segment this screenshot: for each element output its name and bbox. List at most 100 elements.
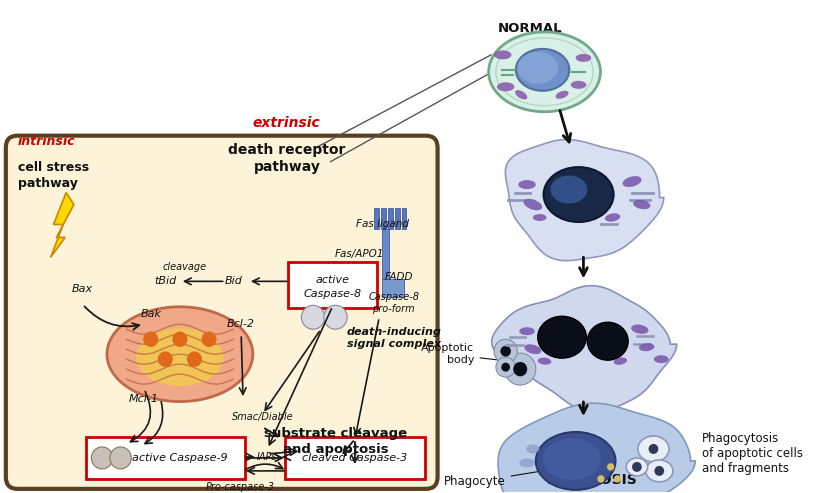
- Circle shape: [504, 353, 536, 385]
- Text: extrinsic: extrinsic: [253, 116, 321, 130]
- FancyBboxPatch shape: [285, 437, 425, 479]
- Polygon shape: [50, 193, 74, 257]
- Ellipse shape: [537, 317, 586, 358]
- Ellipse shape: [519, 327, 535, 335]
- Circle shape: [173, 332, 187, 346]
- Circle shape: [598, 476, 604, 482]
- Circle shape: [91, 447, 113, 469]
- Circle shape: [494, 339, 518, 363]
- FancyBboxPatch shape: [6, 136, 438, 489]
- Circle shape: [496, 357, 515, 377]
- Circle shape: [501, 363, 510, 372]
- Text: and apoptosis: and apoptosis: [282, 443, 388, 457]
- PathPatch shape: [505, 140, 663, 261]
- Text: pro-form: pro-form: [373, 304, 415, 314]
- Text: Bid: Bid: [225, 277, 242, 286]
- Ellipse shape: [136, 328, 224, 386]
- PathPatch shape: [498, 403, 695, 493]
- Ellipse shape: [524, 344, 542, 354]
- Circle shape: [514, 362, 528, 376]
- PathPatch shape: [492, 286, 677, 412]
- Ellipse shape: [107, 307, 253, 402]
- Ellipse shape: [614, 357, 627, 365]
- Text: Bak: Bak: [140, 309, 161, 319]
- Polygon shape: [402, 208, 407, 229]
- Ellipse shape: [588, 322, 628, 360]
- Text: Bcl-2: Bcl-2: [227, 319, 255, 329]
- Circle shape: [301, 305, 325, 329]
- Text: active: active: [315, 276, 350, 285]
- Text: cleavage: cleavage: [163, 262, 207, 272]
- Text: Fas ligand: Fas ligand: [356, 219, 409, 229]
- Text: NORMAL: NORMAL: [498, 22, 562, 35]
- Circle shape: [615, 476, 621, 482]
- Ellipse shape: [639, 343, 654, 351]
- Text: Pro-caspase-3: Pro-caspase-3: [206, 482, 275, 492]
- Ellipse shape: [537, 357, 551, 365]
- Polygon shape: [388, 208, 393, 229]
- Ellipse shape: [543, 167, 614, 222]
- Ellipse shape: [526, 445, 540, 454]
- Circle shape: [654, 466, 664, 476]
- Text: active Caspase-9: active Caspase-9: [132, 453, 228, 463]
- Text: Smac/Diable: Smac/Diable: [232, 412, 293, 422]
- Ellipse shape: [497, 82, 514, 91]
- Circle shape: [144, 332, 157, 346]
- Polygon shape: [395, 208, 400, 229]
- Text: Bax: Bax: [72, 284, 93, 294]
- Ellipse shape: [571, 81, 586, 89]
- Ellipse shape: [605, 213, 621, 222]
- Ellipse shape: [489, 32, 601, 112]
- Polygon shape: [382, 229, 389, 280]
- Ellipse shape: [515, 90, 528, 100]
- Ellipse shape: [575, 54, 591, 62]
- Circle shape: [323, 305, 347, 329]
- Circle shape: [607, 464, 614, 470]
- Text: Fas/APO1: Fas/APO1: [335, 249, 384, 259]
- Ellipse shape: [556, 91, 569, 99]
- Ellipse shape: [523, 199, 542, 211]
- Text: pathway: pathway: [17, 176, 77, 190]
- Ellipse shape: [536, 432, 616, 490]
- Ellipse shape: [518, 180, 536, 189]
- Circle shape: [500, 346, 511, 356]
- Text: Caspase-8: Caspase-8: [304, 289, 361, 299]
- Ellipse shape: [638, 436, 669, 462]
- Ellipse shape: [542, 438, 601, 480]
- FancyBboxPatch shape: [382, 280, 403, 297]
- FancyBboxPatch shape: [86, 437, 245, 479]
- Text: pathway: pathway: [253, 160, 320, 174]
- Text: cleaved Caspase-3: cleaved Caspase-3: [302, 453, 407, 463]
- Text: FADD: FADD: [384, 272, 413, 282]
- Polygon shape: [374, 208, 379, 229]
- Text: cell stress: cell stress: [17, 161, 89, 174]
- Text: Caspase-8: Caspase-8: [369, 292, 419, 302]
- Text: intrinsic: intrinsic: [17, 135, 75, 148]
- Text: APOPTOSIS: APOPTOSIS: [548, 473, 638, 487]
- Ellipse shape: [626, 458, 648, 476]
- Ellipse shape: [551, 176, 588, 204]
- Ellipse shape: [622, 176, 641, 187]
- Ellipse shape: [633, 200, 650, 209]
- Circle shape: [202, 332, 216, 346]
- Circle shape: [188, 352, 202, 366]
- Text: Phagocytosis
of apoptotic cells
and fragments: Phagocytosis of apoptotic cells and frag…: [702, 432, 803, 475]
- Text: substrate cleavage: substrate cleavage: [264, 427, 407, 440]
- Text: Apoptotic
body: Apoptotic body: [421, 343, 506, 365]
- Ellipse shape: [494, 50, 511, 59]
- Text: signal complex: signal complex: [346, 339, 441, 349]
- Ellipse shape: [646, 460, 673, 482]
- Text: tBid: tBid: [154, 277, 176, 286]
- Text: death-inducing: death-inducing: [346, 327, 441, 337]
- Circle shape: [110, 447, 132, 469]
- Circle shape: [159, 352, 172, 366]
- Circle shape: [649, 444, 658, 454]
- Ellipse shape: [654, 355, 668, 363]
- Text: IAPs: IAPs: [257, 452, 277, 462]
- Circle shape: [632, 462, 642, 472]
- FancyBboxPatch shape: [288, 262, 377, 308]
- Ellipse shape: [631, 324, 649, 334]
- Text: Phagocyte: Phagocyte: [444, 471, 540, 489]
- Ellipse shape: [519, 458, 535, 467]
- Text: Mcl-1: Mcl-1: [129, 394, 159, 404]
